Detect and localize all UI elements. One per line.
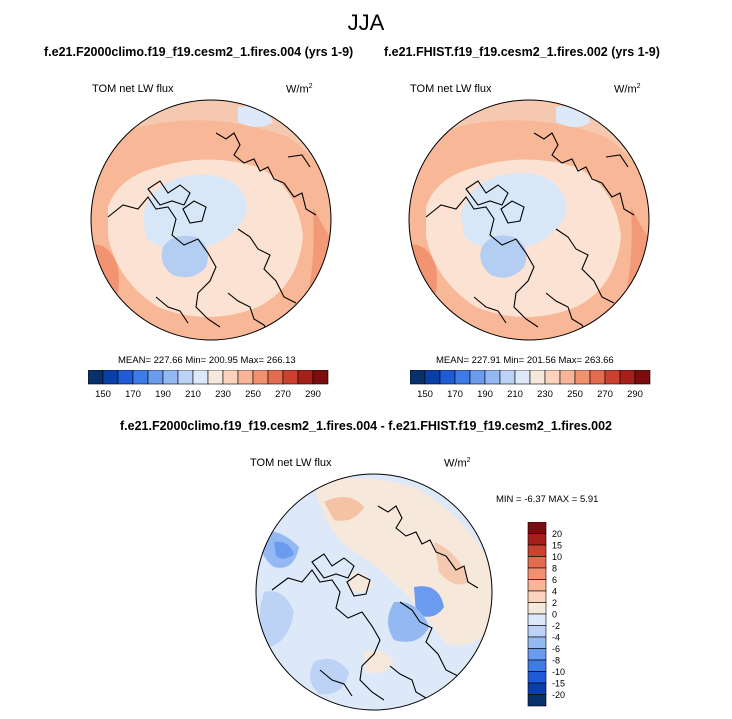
panel-1-colorbar-cell: [237, 370, 254, 385]
panel-1-colorbar-cell: [88, 370, 104, 385]
panel-1-colorbar-cell: [267, 370, 284, 385]
panel-1-colorbar-label: 270: [275, 389, 291, 400]
diff-colorbar-label: -8: [552, 656, 560, 666]
panel-2-colorbar-cell: [469, 370, 486, 385]
panel-2-polar-map: [408, 99, 650, 341]
diff-colorbar-cell: [527, 636, 547, 649]
diff-panel-title: f.e21.F2000climo.f19_f19.cesm2_1.fires.0…: [120, 419, 612, 433]
panel-1-colorbar-cell: [207, 370, 224, 385]
diff-colorbar-cell: [527, 602, 547, 615]
panel-2-colorbar-label: 250: [567, 389, 583, 400]
diff-colorbar-cell: [527, 659, 547, 672]
diff-colorbar-label: -6: [552, 644, 560, 654]
panel-2-colorbar-cell: [454, 370, 471, 385]
panel-2-colorbar-cell: [410, 370, 426, 385]
diff-colorbar-cell: [527, 544, 547, 557]
panel-2-units: W/m2: [614, 83, 641, 96]
panel-2-colorbar-cell: [634, 370, 651, 385]
panel-2-colorbar-label: 270: [597, 389, 613, 400]
diff-colorbar-cell: [527, 625, 547, 638]
panel-2-colorbar: 150 170 190 210 230 250 270 290: [410, 370, 651, 400]
diff-colorbar-cell: [527, 522, 547, 534]
diff-colorbar-cell: [527, 556, 547, 569]
panel-2-colorbar-label: 150: [417, 389, 433, 400]
panel-2-colorbar-cell: [484, 370, 501, 385]
main-title: JJA: [347, 10, 385, 35]
diff-colorbar-label: 0: [552, 610, 557, 620]
diff-colorbar-label: 6: [552, 575, 557, 585]
panel-1-colorbar-cell: [252, 370, 269, 385]
panel-2-colorbar-cell: [589, 370, 606, 385]
diff-panel-stats: MIN = -6.37 MAX = 5.91: [496, 494, 599, 505]
diff-colorbar-label: -2: [552, 621, 560, 631]
panel-1-colorbar-cell: [312, 370, 329, 385]
diff-colorbar-cell: [527, 694, 547, 707]
diff-colorbar-label: -10: [552, 667, 565, 677]
diff-colorbar-label: -15: [552, 679, 565, 689]
panel-1-colorbar-cell: [282, 370, 299, 385]
diff-colorbar-label: 2: [552, 598, 557, 608]
diff-colorbar-label: 8: [552, 564, 557, 574]
panel-2-colorbar-label: 170: [447, 389, 463, 400]
diff-colorbar-label: -20: [552, 690, 565, 700]
panel-2-title: f.e21.FHIST.f19_f19.cesm2_1.fires.002 (y…: [384, 45, 660, 59]
diff-colorbar-cell: [527, 671, 547, 684]
panel-2-colorbar-cell: [424, 370, 441, 385]
panel-1-colorbar: 150 170 190 210 230 250 270 290: [88, 370, 329, 400]
diff-colorbar-label: 20: [552, 529, 562, 539]
panel-1-stats: MEAN= 227.66 Min= 200.95 Max= 266.13: [118, 355, 296, 366]
panel-2-colorbar-cell: [514, 370, 531, 385]
panel-1-colorbar-cell: [162, 370, 179, 385]
diff-colorbar-cell: [527, 648, 547, 661]
diff-colorbar-cell: [527, 590, 547, 603]
diff-colorbar-label: -4: [552, 633, 560, 643]
panel-2-colorbar-label: 290: [627, 389, 643, 400]
panel-1-colorbar-cell: [297, 370, 314, 385]
diff-colorbar-label: 15: [552, 541, 562, 551]
panel-2-colorbar-cell: [559, 370, 576, 385]
diff-colorbar-label: 4: [552, 587, 557, 597]
panel-1-colorbar-cell: [102, 370, 119, 385]
panel-1-colorbar-cell: [147, 370, 164, 385]
panel-2-colorbar-label: 210: [507, 389, 523, 400]
panel-2-colorbar-cell: [499, 370, 516, 385]
panel-1-field-label: TOM net LW flux: [92, 83, 174, 95]
panel-1-colorbar-cell: [117, 370, 134, 385]
panel-2-field-label: TOM net LW flux: [410, 83, 492, 95]
diff-colorbar-label: 10: [552, 552, 562, 562]
diff-colorbar-cell: [527, 533, 547, 546]
panel-1-polar-map: [90, 99, 332, 341]
diff-colorbar-cell: [527, 613, 547, 626]
panel-1-colorbar-label: 230: [215, 389, 231, 400]
panel-1-colorbar-label: 290: [305, 389, 321, 400]
panel-1-colorbar-cell: [177, 370, 194, 385]
panel-2-colorbar-cell: [604, 370, 621, 385]
panel-2-stats: MEAN= 227.91 Min= 201.56 Max= 263.66: [436, 355, 614, 366]
panel-1-colorbar-cell: [222, 370, 239, 385]
panel-2-colorbar-cell: [529, 370, 546, 385]
diff-panel-field-label: TOM net LW flux: [250, 457, 332, 469]
panel-1-colorbar-cell: [192, 370, 209, 385]
panel-2-colorbar-cell: [619, 370, 636, 385]
panel-1-title: f.e21.F2000climo.f19_f19.cesm2_1.fires.0…: [44, 45, 354, 59]
diff-colorbar-cell: [527, 682, 547, 695]
diff-colorbar-cell: [527, 579, 547, 592]
diff-panel-units: W/m2: [444, 457, 471, 470]
panel-2-colorbar-cell: [439, 370, 456, 385]
panel-2-colorbar-cell: [574, 370, 591, 385]
panel-1-colorbar-label: 170: [125, 389, 141, 400]
panel-1-colorbar-cell: [132, 370, 149, 385]
diff-colorbar-cell: [527, 567, 547, 580]
panel-1-colorbar-label: 250: [245, 389, 261, 400]
panel-1-colorbar-label: 150: [95, 389, 111, 400]
panel-2-colorbar-label: 190: [477, 389, 493, 400]
panel-2-colorbar-cell: [544, 370, 561, 385]
diff-polar-map: [255, 473, 493, 711]
panel-1-colorbar-label: 190: [155, 389, 171, 400]
panel-1-units: W/m2: [286, 83, 313, 96]
panel-2-colorbar-label: 230: [537, 389, 553, 400]
panel-1-colorbar-label: 210: [185, 389, 201, 400]
